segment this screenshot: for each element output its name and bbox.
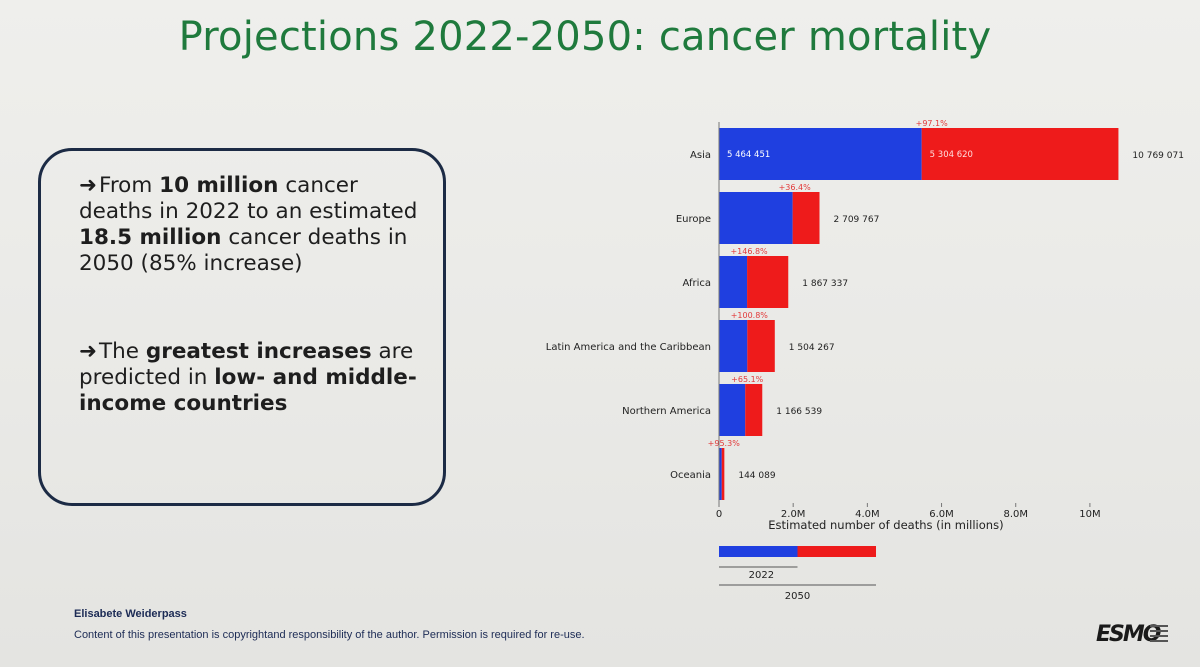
- total-label: 1 867 337: [802, 279, 848, 289]
- slide-title: Projections 2022-2050: cancer mortality: [178, 14, 992, 60]
- category-label: Oceania: [670, 470, 711, 481]
- author-name: Elisabete Weiderpass: [74, 608, 187, 620]
- bar-2050: [747, 256, 789, 308]
- x-tick-label: 6.0M: [929, 509, 954, 520]
- total-label: 2 709 767: [834, 215, 880, 225]
- pct-label: +97.1%: [916, 119, 949, 128]
- total-label: 1 166 539: [776, 407, 822, 417]
- total-label: 144 089: [738, 471, 775, 481]
- bullet-box: ➜From 10 million cancer deaths in 2022 t…: [38, 148, 446, 506]
- pct-label: +36.4%: [779, 183, 812, 192]
- category-label: Asia: [690, 150, 711, 161]
- x-axis-label: Estimated number of deaths (in millions): [768, 518, 1003, 532]
- x-tick-label: 2.0M: [781, 509, 806, 520]
- x-tick-label: 8.0M: [1003, 509, 1028, 520]
- x-tick-label: 10M: [1079, 509, 1100, 520]
- copyright-notice: Content of this presentation is copyrigh…: [74, 629, 585, 641]
- bullet-1: ➜From 10 million cancer deaths in 2022 t…: [79, 173, 418, 276]
- bar-2050: [745, 384, 763, 436]
- legend-label-2050: 2050: [785, 591, 810, 602]
- category-label: Latin America and the Caribbean: [546, 342, 711, 353]
- category-label: Europe: [676, 214, 711, 225]
- total-label: 1 504 267: [789, 343, 835, 353]
- total-label: 10 769 071: [1132, 151, 1184, 161]
- bar-2022: [719, 448, 722, 500]
- bar-2022: [719, 384, 746, 436]
- x-tick-label: 0: [716, 509, 722, 520]
- legend-swatch-2050: [797, 546, 876, 557]
- category-label: Northern America: [622, 406, 711, 417]
- arrow-right-icon: ➜: [79, 173, 98, 198]
- pct-label: +100.8%: [731, 311, 769, 320]
- bullet-2: ➜The greatest increases are predicted in…: [79, 339, 417, 416]
- category-label: Africa: [682, 278, 711, 289]
- bar-2050: [747, 320, 775, 372]
- bar-2022: [719, 192, 793, 244]
- inner-label-2050: 5 304 620: [930, 150, 973, 160]
- inner-label-2022: 5 464 451: [727, 150, 770, 160]
- bar-2022: [719, 320, 748, 372]
- pct-label: +146.8%: [730, 247, 768, 256]
- bar-2050: [921, 128, 1119, 180]
- bar-2050: [792, 192, 820, 244]
- bar-2022: [719, 256, 748, 308]
- arrow-right-icon: ➜: [79, 339, 98, 364]
- bar-2050: [721, 448, 725, 500]
- logo-lines: [1150, 625, 1172, 645]
- legend-swatch-2022: [719, 546, 798, 557]
- pct-label: +95.3%: [708, 439, 741, 448]
- x-tick-label: 4.0M: [855, 509, 880, 520]
- bar-2022: [719, 128, 922, 180]
- legend-label-2022: 2022: [749, 570, 774, 581]
- pct-label: +65.1%: [731, 375, 764, 384]
- esmo-logo: ESMO: [1096, 622, 1172, 648]
